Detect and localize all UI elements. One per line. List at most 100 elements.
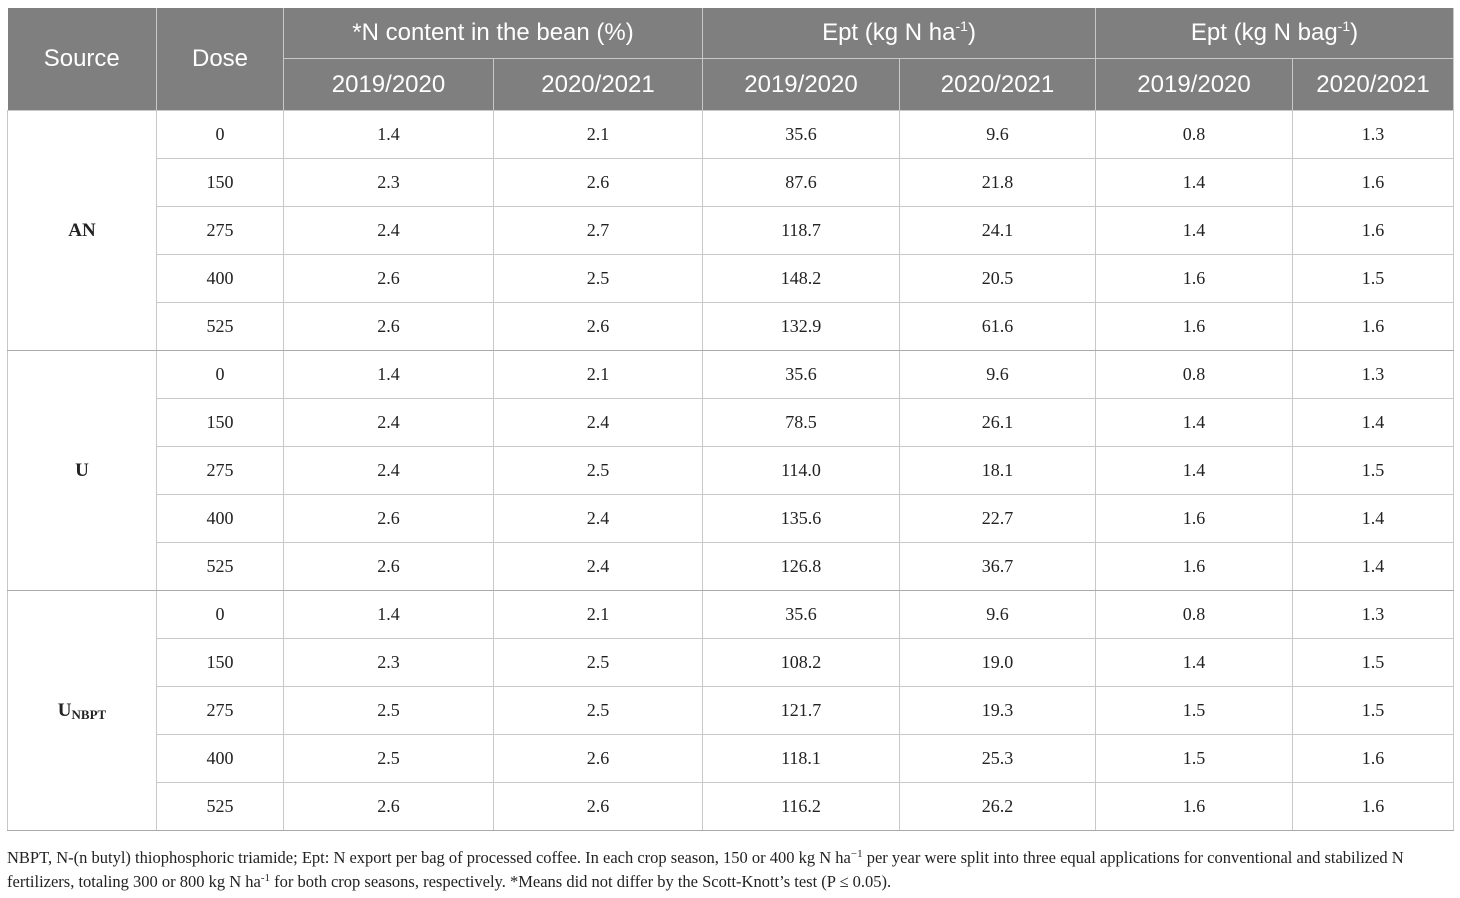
value-cell: 1.4: [1095, 446, 1294, 495]
source-label: AN: [68, 219, 96, 241]
source-cell: UNBPT: [7, 590, 157, 831]
value-cell: 1.5: [1095, 734, 1294, 783]
value-cell: 1.6: [1292, 158, 1455, 207]
value-cell: 35.6: [702, 590, 900, 639]
value-cell: 21.8: [899, 158, 1097, 207]
value-cell: 1.6: [1292, 782, 1455, 831]
table-row: U 0 1.4 2.1 35.6 9.6 0.8 1.3: [7, 350, 1455, 591]
table-row: 400 2.6 2.5 148.2 20.5 1.6 1.5: [8, 254, 1455, 303]
value-cell: 1.4: [283, 350, 494, 399]
value-cell: 2.6: [493, 158, 703, 207]
header-year: 2020/2021: [493, 58, 703, 111]
value-cell: 126.8: [702, 542, 900, 591]
value-cell: 2.6: [493, 734, 703, 783]
value-cell: 2.4: [283, 446, 494, 495]
value-cell: 108.2: [702, 638, 900, 687]
header-n-content: *N content in the bean (%): [283, 8, 703, 59]
value-cell: 132.9: [702, 302, 900, 351]
value-cell: 2.4: [283, 398, 494, 447]
table-row: 150 2.3 2.5 108.2 19.0 1.4 1.5: [8, 638, 1455, 687]
value-cell: 0.8: [1095, 590, 1294, 639]
value-cell: 1.5: [1292, 638, 1455, 687]
table-row: UNBPT 0 1.4 2.1 35.6 9.6 0.8 1.3: [7, 590, 1455, 831]
header-year: 2020/2021: [1292, 58, 1455, 111]
value-cell: 1.6: [1095, 542, 1294, 591]
value-cell: 1.6: [1292, 302, 1455, 351]
header-source: Source: [7, 8, 157, 111]
value-cell: 26.1: [899, 398, 1097, 447]
table-header: Source Dose *N content in the bean (%) E…: [7, 8, 1455, 111]
dose-cell: 525: [156, 302, 284, 351]
value-cell: 2.3: [283, 638, 494, 687]
value-cell: 2.4: [493, 542, 703, 591]
value-cell: 19.0: [899, 638, 1097, 687]
value-cell: 2.1: [493, 590, 703, 639]
source-cell: U: [7, 350, 157, 591]
dose-cell: 400: [156, 734, 284, 783]
dose-cell: 150: [156, 158, 284, 207]
header-year: 2019/2020: [283, 58, 494, 111]
value-cell: 116.2: [702, 782, 900, 831]
value-cell: 1.5: [1292, 254, 1455, 303]
table-row: 275 2.4 2.7 118.7 24.1 1.4 1.6: [8, 206, 1455, 255]
dose-cell: 400: [156, 254, 284, 303]
value-cell: 61.6: [899, 302, 1097, 351]
table-row: 150 2.4 2.4 78.5 26.1 1.4 1.4: [8, 398, 1455, 447]
value-cell: 18.1: [899, 446, 1097, 495]
value-cell: 2.6: [493, 302, 703, 351]
value-cell: 1.4: [1292, 542, 1455, 591]
dose-cell: 150: [156, 638, 284, 687]
value-cell: 1.5: [1095, 686, 1294, 735]
value-cell: 36.7: [899, 542, 1097, 591]
table-body: AN 0 1.4 2.1 35.6 9.6 0.8 1.3 150 2.3 2.6 87.6 21.8 1…: [7, 110, 1455, 831]
table-row: 525 2.6 2.6 132.9 61.6 1.6 1.6: [8, 302, 1455, 351]
value-cell: 2.5: [493, 254, 703, 303]
value-cell: 19.3: [899, 686, 1097, 735]
value-cell: 1.4: [1095, 638, 1294, 687]
value-cell: 2.6: [283, 782, 494, 831]
table-row: 400 2.6 2.4 135.6 22.7 1.6 1.4: [8, 494, 1455, 543]
value-cell: 35.6: [702, 110, 900, 159]
value-cell: 87.6: [702, 158, 900, 207]
table-row: 150 2.3 2.6 87.6 21.8 1.4 1.6: [8, 158, 1455, 207]
value-cell: 2.4: [493, 398, 703, 447]
header-year: 2019/2020: [702, 58, 900, 111]
value-cell: 0.8: [1095, 350, 1294, 399]
table-container: Source Dose *N content in the bean (%) E…: [7, 8, 1455, 831]
value-cell: 2.6: [283, 494, 494, 543]
value-cell: 1.5: [1292, 686, 1455, 735]
dose-cell: 275: [156, 446, 284, 495]
source-label: U: [57, 699, 72, 721]
value-cell: 1.5: [1292, 446, 1455, 495]
data-table: Source Dose *N content in the bean (%) E…: [7, 8, 1455, 831]
value-cell: 2.6: [283, 302, 494, 351]
source-cell: AN: [7, 110, 157, 351]
header-dose: Dose: [156, 8, 284, 111]
header-ept-ha: Ept (kg N ha-1): [702, 8, 1097, 59]
value-cell: 0.8: [1095, 110, 1294, 159]
table-row: 400 2.5 2.6 118.1 25.3 1.5 1.6: [8, 734, 1455, 783]
value-cell: 121.7: [702, 686, 900, 735]
value-cell: 1.4: [1095, 206, 1294, 255]
dose-cell: 400: [156, 494, 284, 543]
value-cell: 1.6: [1095, 494, 1294, 543]
table-row: 275 2.5 2.5 121.7 19.3 1.5 1.5: [8, 686, 1455, 735]
value-cell: 1.4: [1095, 158, 1294, 207]
table-row: 275 2.4 2.5 114.0 18.1 1.4 1.5: [8, 446, 1455, 495]
value-cell: 2.4: [283, 206, 494, 255]
dose-cell: 0: [156, 350, 284, 399]
value-cell: 2.1: [493, 110, 703, 159]
dose-cell: 525: [156, 542, 284, 591]
value-cell: 1.6: [1095, 782, 1294, 831]
dose-cell: 150: [156, 398, 284, 447]
value-cell: 1.4: [283, 110, 494, 159]
dose-cell: 0: [156, 110, 284, 159]
source-subscript: NBPT: [71, 706, 107, 722]
value-cell: 25.3: [899, 734, 1097, 783]
value-cell: 118.1: [702, 734, 900, 783]
value-cell: 2.5: [283, 686, 494, 735]
value-cell: 78.5: [702, 398, 900, 447]
dose-cell: 275: [156, 206, 284, 255]
value-cell: 1.3: [1292, 110, 1455, 159]
value-cell: 2.1: [493, 350, 703, 399]
